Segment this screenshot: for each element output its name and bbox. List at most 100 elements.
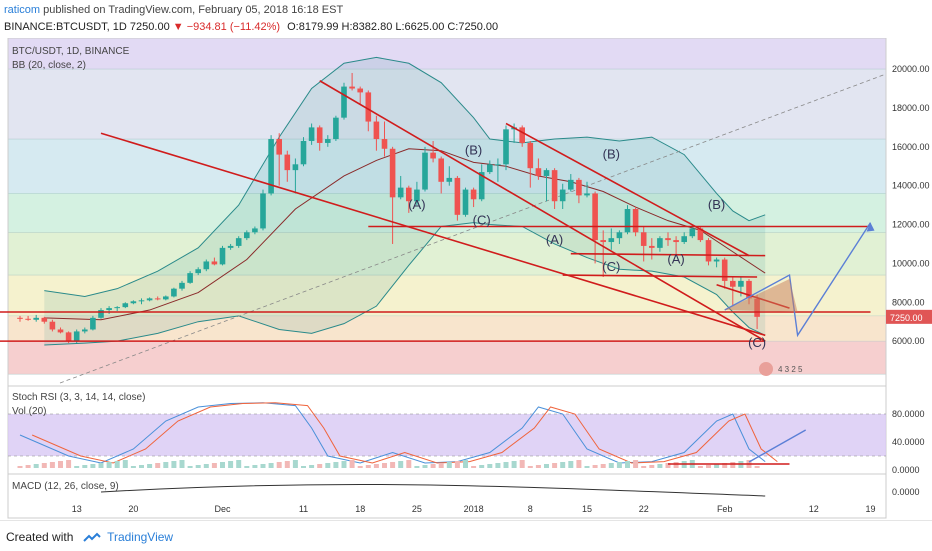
trendline[interactable]	[505, 122, 750, 257]
candle-body[interactable]	[397, 187, 404, 198]
candle-body[interactable]	[276, 139, 282, 155]
candle-body[interactable]	[316, 127, 323, 143]
candle-body[interactable]	[365, 92, 372, 122]
candle-body[interactable]	[446, 177, 453, 182]
candle-body[interactable]	[49, 321, 56, 330]
candle-body[interactable]	[438, 158, 444, 182]
candle-body[interactable]	[487, 164, 493, 173]
candle-body[interactable]	[414, 189, 420, 202]
candle-body[interactable]	[73, 331, 80, 342]
price-chart[interactable]: (B) (A) (C) (A) (B) (C) (A) (B) (C) 6000.00 8000.0…	[0, 38, 932, 520]
candle-body[interactable]	[738, 280, 744, 287]
candle-body[interactable]	[730, 280, 736, 287]
candle-body[interactable]	[649, 245, 655, 248]
candle-body[interactable]	[235, 238, 242, 246]
candle-body[interactable]	[592, 193, 598, 241]
candle-body[interactable]	[90, 317, 96, 330]
candle-body[interactable]	[98, 310, 104, 318]
candle-body[interactable]	[632, 209, 639, 233]
candle-body[interactable]	[422, 152, 428, 190]
candle-body[interactable]	[65, 332, 72, 342]
candle-body[interactable]	[195, 269, 201, 274]
candle-body[interactable]	[211, 261, 218, 265]
candle-body[interactable]	[624, 209, 631, 233]
candle-body[interactable]	[495, 164, 501, 166]
candle-body[interactable]	[665, 238, 671, 241]
candle-body[interactable]	[543, 170, 550, 176]
candle-body[interactable]	[203, 261, 210, 270]
volume-bar	[309, 465, 315, 468]
candle-body[interactable]	[551, 170, 558, 202]
candle-body[interactable]	[219, 247, 226, 265]
candle-body[interactable]	[616, 232, 623, 239]
candle-body[interactable]	[41, 317, 48, 322]
candle-body[interactable]	[389, 148, 396, 198]
candle-body[interactable]	[333, 117, 339, 140]
candle-body[interactable]	[559, 189, 566, 202]
candle-body[interactable]	[503, 129, 509, 165]
candle-body[interactable]	[406, 187, 412, 202]
candle-body[interactable]	[454, 177, 461, 215]
candle-body[interactable]	[260, 193, 266, 229]
candle-body[interactable]	[82, 329, 88, 332]
candle-body[interactable]	[179, 282, 185, 289]
candle-body[interactable]	[478, 172, 485, 200]
candle-body[interactable]	[114, 307, 120, 309]
candle-body[interactable]	[292, 164, 299, 171]
candle-body[interactable]	[746, 280, 752, 299]
author-link[interactable]: raticom	[4, 4, 41, 16]
candle-body[interactable]	[705, 240, 712, 262]
candle-body[interactable]	[640, 232, 647, 246]
candle-body[interactable]	[17, 317, 23, 319]
candle-body[interactable]	[33, 317, 39, 320]
candle-body[interactable]	[600, 240, 606, 243]
candle-body[interactable]	[568, 179, 574, 190]
candle-body[interactable]	[284, 154, 291, 171]
candle-body[interactable]	[154, 298, 161, 300]
candle-body[interactable]	[325, 139, 331, 143]
stoch-arrow[interactable]	[748, 429, 807, 463]
candle-body[interactable]	[252, 228, 258, 233]
candle-body[interactable]	[713, 259, 720, 262]
trendline[interactable]	[562, 274, 758, 278]
candle-body[interactable]	[470, 189, 477, 200]
candle-body[interactable]	[519, 127, 525, 143]
candle-body[interactable]	[673, 240, 679, 243]
candle-body[interactable]	[430, 152, 436, 159]
candle-body[interactable]	[721, 259, 728, 281]
candle-body[interactable]	[187, 273, 193, 283]
candle-body[interactable]	[227, 245, 234, 248]
candle-body[interactable]	[163, 296, 169, 300]
candle-body[interactable]	[349, 86, 355, 89]
candle-body[interactable]	[130, 301, 137, 304]
trendline[interactable]	[570, 252, 766, 257]
candle-body[interactable]	[657, 238, 663, 248]
trendline[interactable]	[100, 132, 766, 337]
candle-body[interactable]	[357, 88, 363, 93]
candle-body[interactable]	[171, 288, 177, 297]
trendline[interactable]	[319, 80, 766, 342]
candle-body[interactable]	[535, 168, 542, 176]
candle-body[interactable]	[462, 189, 469, 215]
candle-body[interactable]	[373, 121, 380, 140]
candle-body[interactable]	[122, 303, 129, 308]
candle-body[interactable]	[341, 86, 347, 118]
candle-body[interactable]	[584, 193, 590, 196]
candle-body[interactable]	[689, 228, 696, 237]
candle-body[interactable]	[268, 139, 274, 194]
candle-body[interactable]	[138, 300, 145, 302]
candle-body[interactable]	[308, 127, 315, 141]
candle-body[interactable]	[527, 142, 534, 169]
candle-body[interactable]	[608, 238, 615, 243]
candle-body[interactable]	[681, 236, 687, 243]
candle-body[interactable]	[106, 308, 112, 311]
candle-body[interactable]	[300, 140, 307, 165]
candle-body[interactable]	[25, 318, 31, 320]
candle-body[interactable]	[381, 139, 388, 149]
candle-body[interactable]	[146, 298, 153, 301]
candle-body[interactable]	[576, 179, 582, 196]
candle-body[interactable]	[57, 329, 64, 333]
candle-body[interactable]	[697, 228, 704, 241]
candle-body[interactable]	[244, 232, 250, 239]
brand-name[interactable]: TradingView	[107, 530, 174, 544]
